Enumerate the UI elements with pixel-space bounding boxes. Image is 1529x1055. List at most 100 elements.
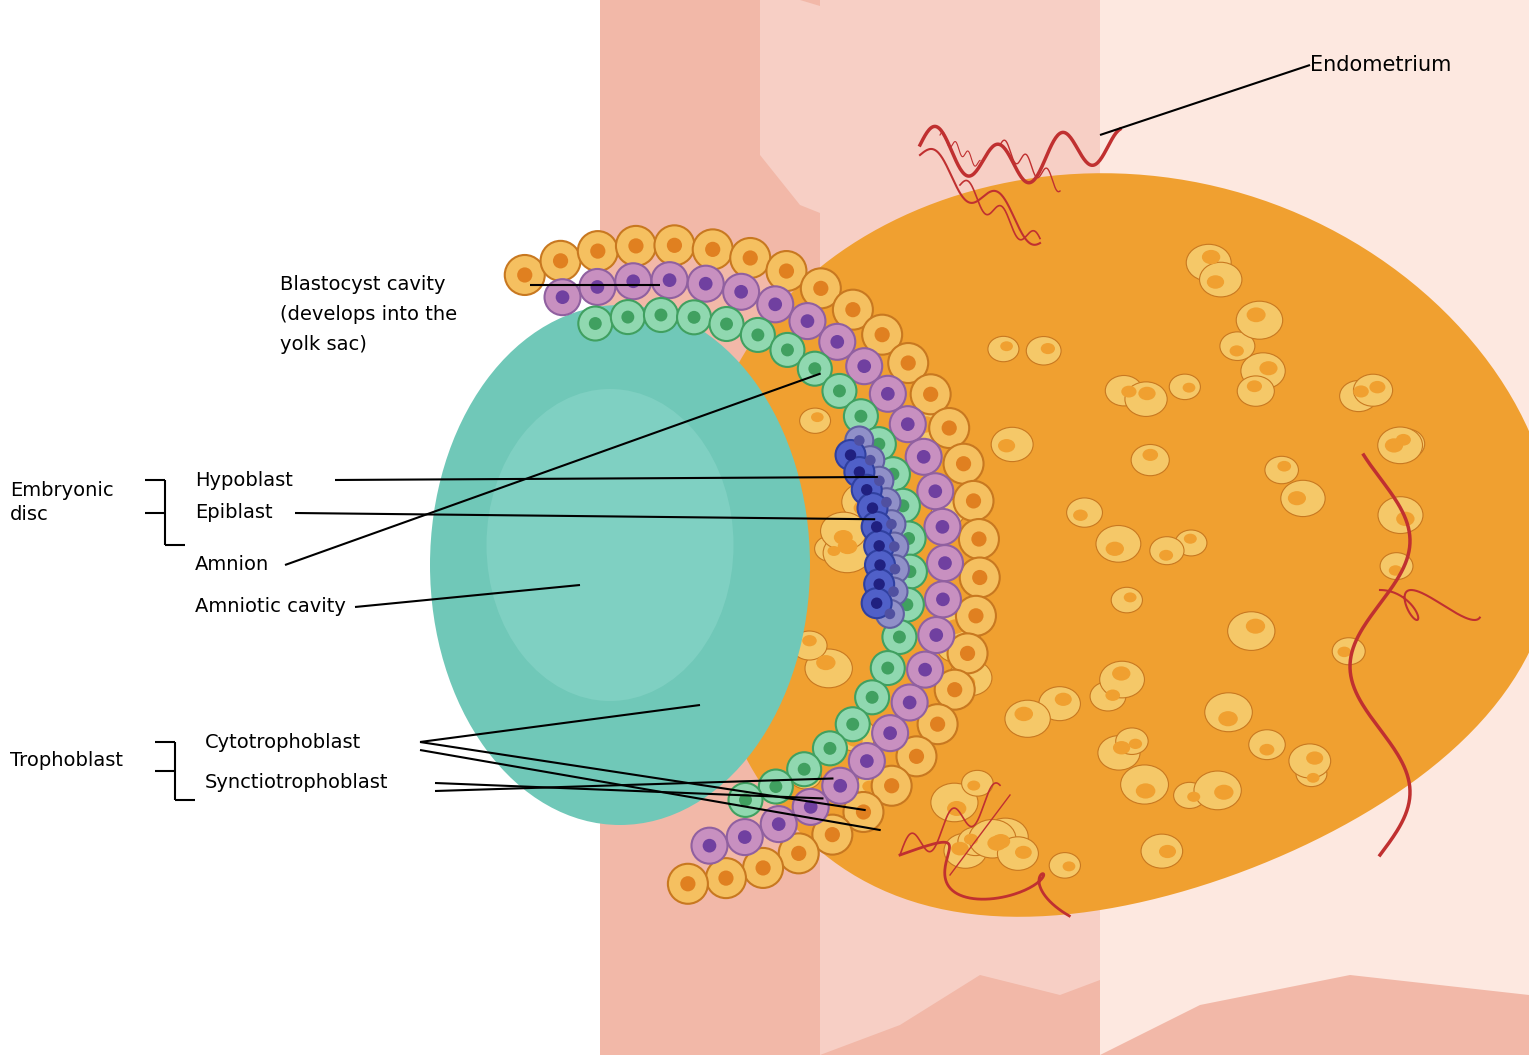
Circle shape [960, 646, 976, 661]
Circle shape [902, 695, 916, 709]
Circle shape [699, 276, 713, 290]
Ellipse shape [815, 536, 846, 561]
Circle shape [703, 839, 716, 852]
Circle shape [824, 827, 839, 842]
Ellipse shape [927, 545, 963, 581]
Ellipse shape [913, 406, 950, 437]
Ellipse shape [1005, 701, 1050, 737]
Ellipse shape [1096, 525, 1141, 562]
Ellipse shape [1090, 682, 1125, 711]
Ellipse shape [876, 600, 904, 628]
Ellipse shape [691, 828, 728, 864]
Ellipse shape [1229, 345, 1245, 357]
Ellipse shape [1015, 846, 1032, 859]
Ellipse shape [1176, 530, 1206, 556]
Ellipse shape [1014, 707, 1034, 722]
Circle shape [755, 860, 771, 876]
Ellipse shape [800, 408, 830, 434]
Ellipse shape [544, 280, 581, 315]
Circle shape [936, 520, 950, 534]
Circle shape [893, 631, 905, 644]
Ellipse shape [1183, 534, 1197, 543]
Ellipse shape [693, 229, 732, 269]
Text: Cytotrophoblast: Cytotrophoblast [205, 732, 361, 751]
Ellipse shape [430, 305, 810, 825]
Ellipse shape [896, 736, 936, 776]
Circle shape [917, 450, 931, 463]
Ellipse shape [969, 820, 1015, 858]
Ellipse shape [954, 481, 994, 521]
Circle shape [804, 800, 818, 813]
Ellipse shape [616, 226, 656, 266]
Ellipse shape [1219, 711, 1238, 726]
Ellipse shape [731, 238, 771, 277]
Ellipse shape [1116, 728, 1148, 754]
Circle shape [813, 281, 829, 296]
Ellipse shape [1150, 537, 1183, 564]
Text: Amniotic cavity: Amniotic cavity [196, 597, 346, 616]
Circle shape [872, 521, 882, 533]
Circle shape [901, 598, 913, 611]
Circle shape [971, 532, 986, 546]
Ellipse shape [925, 509, 960, 544]
Ellipse shape [726, 521, 764, 553]
Ellipse shape [1339, 381, 1378, 411]
Ellipse shape [810, 413, 824, 422]
Circle shape [662, 273, 676, 287]
Ellipse shape [846, 426, 873, 455]
Ellipse shape [803, 635, 816, 647]
Ellipse shape [842, 482, 888, 521]
Ellipse shape [821, 512, 867, 550]
Circle shape [769, 780, 783, 793]
Ellipse shape [654, 226, 694, 265]
Ellipse shape [878, 511, 905, 538]
Ellipse shape [1332, 637, 1365, 665]
Ellipse shape [1338, 647, 1352, 657]
Ellipse shape [890, 406, 925, 442]
Ellipse shape [948, 633, 988, 673]
Ellipse shape [885, 526, 902, 539]
Ellipse shape [1187, 245, 1231, 281]
Ellipse shape [881, 555, 908, 583]
Text: Hypoblast: Hypoblast [196, 471, 294, 490]
Circle shape [751, 328, 764, 342]
Ellipse shape [835, 718, 876, 751]
Ellipse shape [950, 646, 965, 658]
Polygon shape [820, 0, 1529, 1055]
Ellipse shape [1194, 771, 1242, 810]
Ellipse shape [833, 290, 873, 329]
Circle shape [769, 298, 781, 311]
Circle shape [875, 559, 885, 571]
Ellipse shape [486, 389, 734, 701]
Ellipse shape [1174, 783, 1205, 808]
Ellipse shape [876, 457, 910, 492]
Ellipse shape [937, 631, 976, 663]
Ellipse shape [801, 268, 841, 308]
Ellipse shape [505, 255, 544, 295]
Text: Amnion: Amnion [196, 556, 269, 575]
Ellipse shape [1073, 510, 1087, 521]
Ellipse shape [1121, 765, 1168, 804]
Ellipse shape [1378, 427, 1422, 463]
Ellipse shape [890, 588, 924, 621]
Ellipse shape [982, 818, 1029, 856]
Ellipse shape [1353, 385, 1368, 398]
Circle shape [654, 308, 668, 322]
Ellipse shape [951, 842, 969, 856]
Ellipse shape [1206, 275, 1225, 289]
Ellipse shape [844, 457, 875, 487]
Ellipse shape [688, 266, 723, 302]
Circle shape [553, 253, 569, 268]
Ellipse shape [957, 827, 992, 856]
Text: Synctiotrophoblast: Synctiotrophoblast [205, 773, 388, 792]
Ellipse shape [1281, 480, 1326, 517]
Ellipse shape [862, 589, 891, 618]
Ellipse shape [838, 539, 858, 554]
Ellipse shape [936, 614, 980, 651]
Ellipse shape [1246, 381, 1261, 392]
Ellipse shape [816, 655, 835, 670]
Circle shape [896, 499, 910, 513]
Ellipse shape [885, 488, 920, 523]
Ellipse shape [792, 789, 829, 825]
Ellipse shape [1141, 835, 1182, 868]
